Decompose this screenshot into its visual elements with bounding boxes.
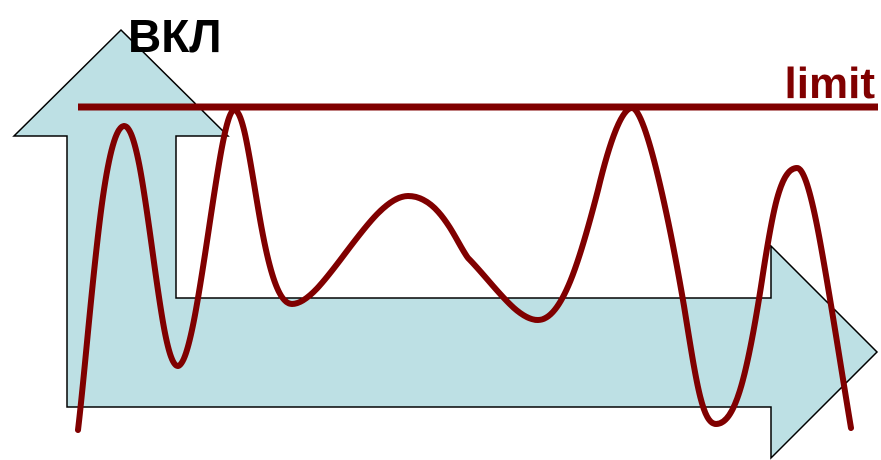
- limit-label: limit: [785, 59, 876, 108]
- l-arrow-shape: [12, 28, 879, 460]
- top-label: ВКЛ: [128, 10, 222, 62]
- signal-wave: [75, 105, 854, 433]
